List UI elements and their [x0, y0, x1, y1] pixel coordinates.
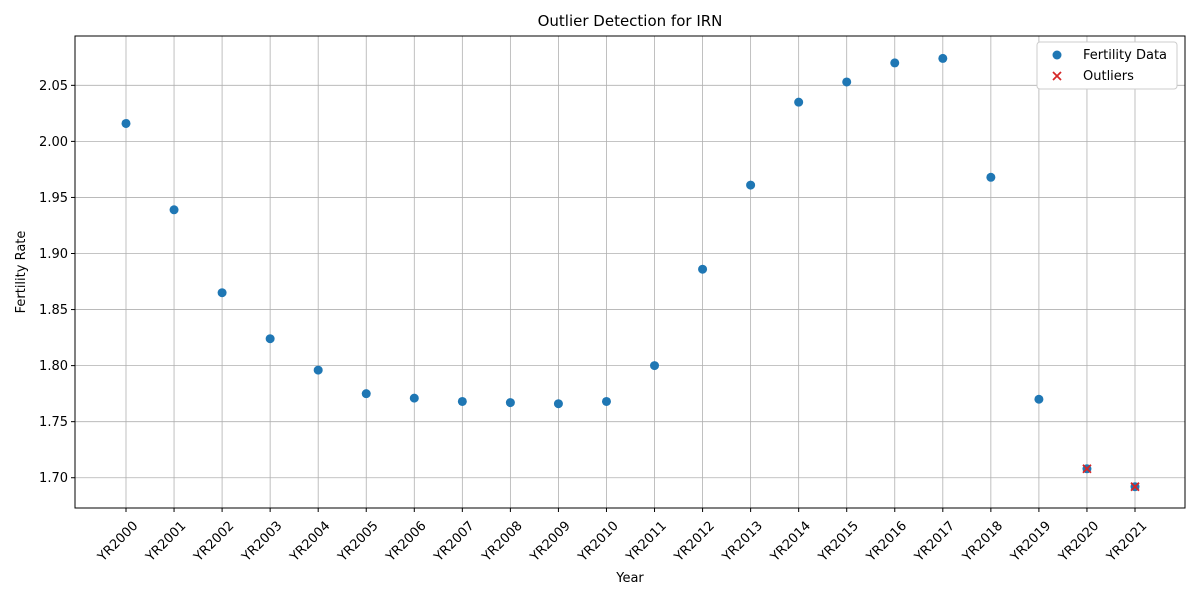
x-tick-label: YR2001	[143, 519, 190, 566]
outlier-marker	[1082, 464, 1092, 474]
x-tick-label: YR2005	[335, 519, 382, 566]
legend: Fertility Data Outliers	[1036, 41, 1178, 90]
fertility-point	[553, 399, 563, 409]
y-tick-label: 1.90	[39, 247, 68, 262]
y-tick-label: 1.75	[39, 415, 68, 430]
x-tick-label: YR2006	[383, 519, 430, 566]
x-tick-label: YR2009	[527, 519, 574, 566]
x-tick-label: YR2002	[191, 519, 238, 566]
x-tick-label: YR2018	[959, 519, 1006, 566]
x-tick-label: YR2020	[1056, 519, 1103, 566]
fertility-point	[121, 118, 131, 128]
x-axis-ticks: YR2000 YR2001 YR2002 YR2003 YR2004 YR2005 YR20…	[95, 508, 1151, 566]
x-tick-label: YR2008	[479, 519, 526, 566]
fertility-point	[938, 53, 948, 63]
fertility-point	[505, 398, 515, 408]
fertility-point	[986, 172, 996, 182]
plot-frame	[74, 35, 1186, 509]
x-tick-label: YR2014	[767, 519, 814, 566]
data-points	[121, 53, 1140, 492]
legend-label-fertility: Fertility Data	[1083, 48, 1167, 63]
outlier-stroke	[1082, 464, 1092, 474]
fertility-point	[361, 389, 371, 399]
y-axis-ticks: 1.70 1.75 1.80 1.85 1.90 1.95 2.00 2.05	[39, 79, 75, 486]
x-tick-label: YR2015	[815, 519, 862, 566]
fertility-point	[169, 205, 179, 215]
x-tick-label: YR2012	[671, 519, 718, 566]
y-tick-label: 2.00	[39, 135, 68, 150]
x-tick-label: YR2007	[431, 519, 478, 566]
legend-box	[1036, 41, 1178, 90]
legend-marker-outliers	[1052, 71, 1062, 81]
x-tick-label: YR2011	[623, 519, 670, 566]
x-tick-label: YR2010	[575, 519, 622, 566]
x-axis-title: Year	[615, 571, 644, 586]
fertility-point	[698, 264, 708, 274]
legend-label-outliers: Outliers	[1083, 69, 1134, 84]
y-tick-label: 1.85	[39, 303, 68, 318]
x-tick-label: YR2021	[1104, 519, 1151, 566]
y-tick-label: 1.95	[39, 191, 68, 206]
fertility-point	[313, 365, 323, 375]
fertility-point	[409, 393, 419, 403]
fertility-point	[746, 180, 756, 190]
fertility-point	[457, 396, 467, 406]
x-tick-label: YR2013	[719, 519, 766, 566]
outlier-stroke	[1130, 482, 1140, 492]
x-tick-label: YR2016	[863, 519, 910, 566]
y-axis-title: Fertility Rate	[14, 231, 29, 314]
x-tick-label: YR2003	[239, 519, 286, 566]
y-tick-label: 1.70	[39, 471, 68, 486]
fertility-point	[890, 58, 900, 68]
fertility-point	[601, 396, 611, 406]
chart-title: Outlier Detection for IRN	[538, 12, 723, 30]
x-tick-label: YR2004	[287, 519, 334, 566]
fertility-point	[217, 288, 227, 298]
fertility-point	[265, 334, 275, 344]
y-tick-label: 2.05	[39, 79, 68, 94]
fertility-point	[794, 97, 804, 107]
outlier-marker	[1130, 482, 1140, 492]
legend-outlier-stroke	[1052, 71, 1062, 81]
grid-lines	[75, 36, 1185, 508]
x-tick-label: YR2019	[1007, 519, 1054, 566]
fertility-point	[1034, 394, 1044, 404]
x-tick-label: YR2017	[911, 519, 958, 566]
fertility-point	[650, 361, 660, 371]
legend-marker-fertility	[1052, 50, 1062, 60]
y-tick-label: 1.80	[39, 359, 68, 374]
fertility-point	[842, 77, 852, 87]
x-tick-label: YR2000	[95, 519, 142, 566]
